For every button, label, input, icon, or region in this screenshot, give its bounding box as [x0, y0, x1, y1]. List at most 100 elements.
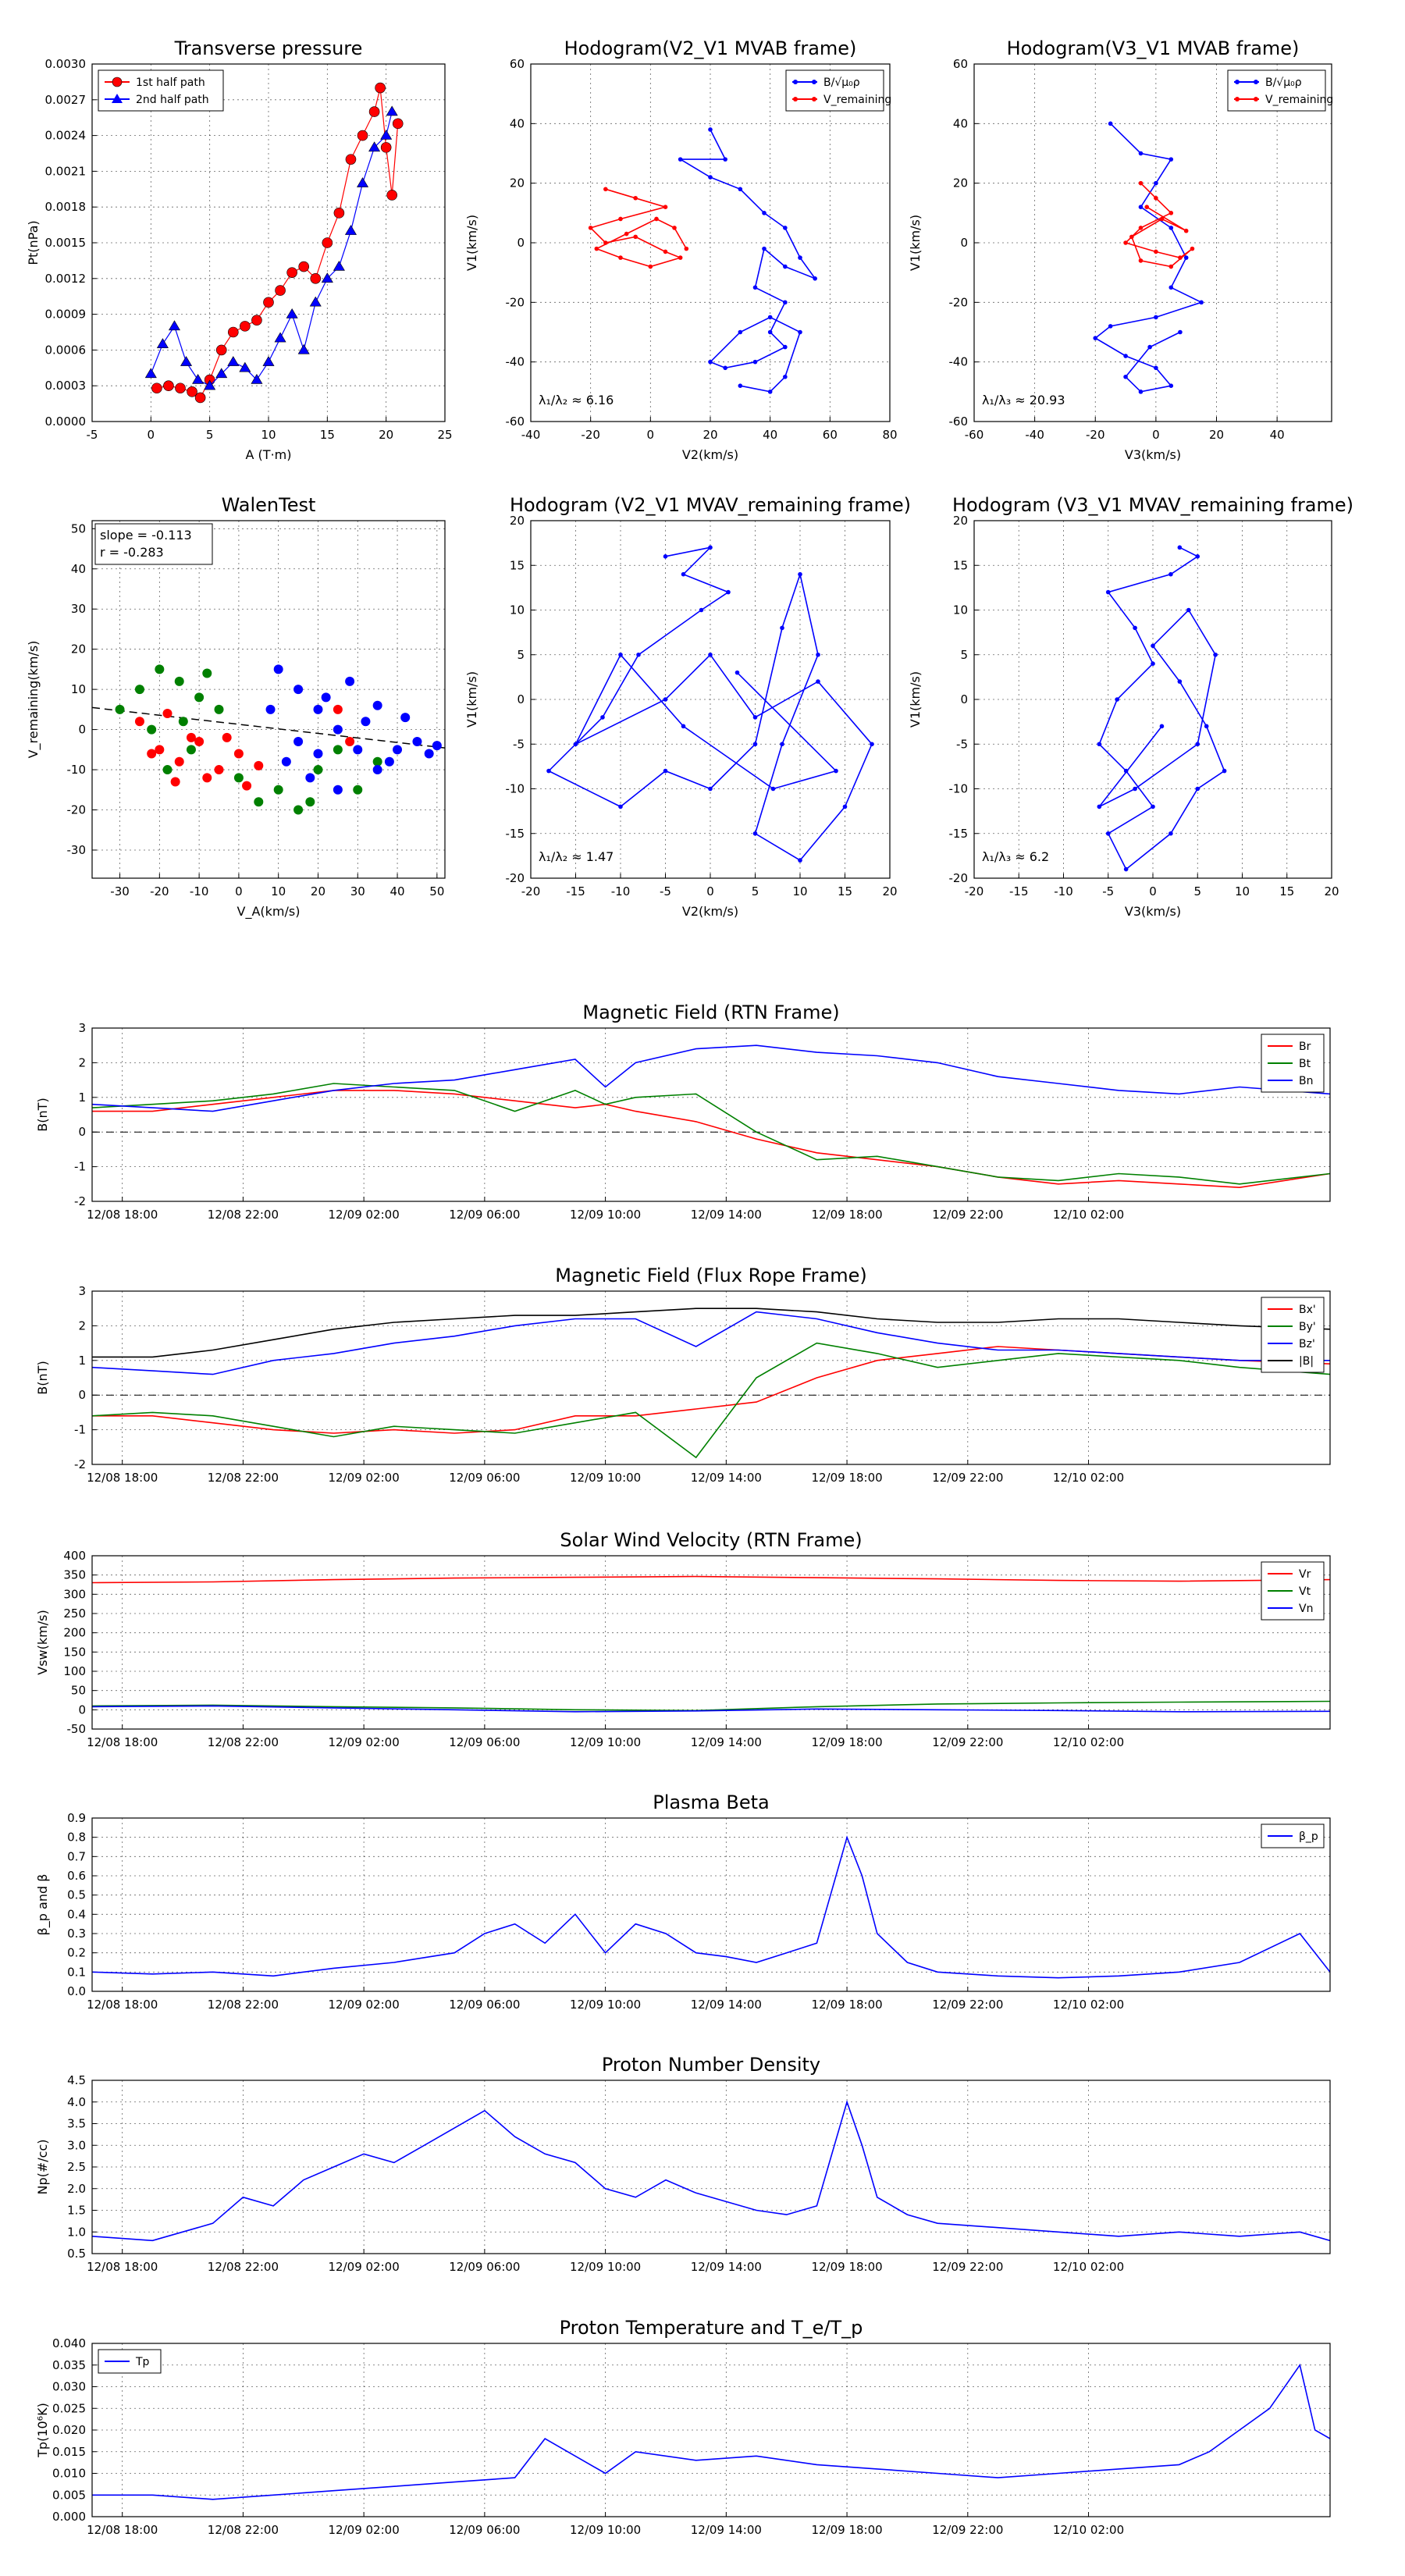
data-point-triangle	[204, 379, 216, 390]
x-tick-label: 12/09 02:00	[329, 2260, 400, 2274]
y-tick-label: 20	[953, 514, 968, 528]
data-point	[767, 329, 773, 335]
chart-walen_test: WalenTest -30 -20 -10 0 10 20 30 40 50 -30 -20 -10 0 1…	[26, 494, 446, 920]
x-tick-label: 20	[379, 428, 393, 442]
series-line-v-remaining	[589, 188, 687, 268]
legend-marker	[112, 76, 123, 87]
x-tick-label: 20	[882, 884, 897, 898]
data-point	[1183, 255, 1189, 260]
y-tick-label: 2.0	[67, 2182, 86, 2196]
data-point	[1177, 679, 1183, 684]
legend-label: B/√μ₀ρ	[1265, 76, 1302, 89]
y-tick-label: 0.1	[67, 1965, 86, 1979]
y-tick-label: 3.0	[67, 2138, 86, 2152]
x-tick-label: 12/09 10:00	[570, 2523, 641, 2537]
data-point	[400, 713, 411, 723]
data-point	[618, 804, 623, 809]
x-axis-label: V2(km/s)	[682, 904, 738, 919]
series-group	[1097, 545, 1227, 872]
chart-sw_velocity: Solar Wind Velocity (RTN Frame) 12/08 18:…	[35, 1529, 1331, 1749]
data-point	[1168, 264, 1174, 269]
data-point	[281, 756, 291, 767]
data-point	[233, 749, 244, 759]
series-line-bt	[92, 1083, 1330, 1185]
x-tick-label: -5	[660, 884, 671, 898]
data-point	[386, 190, 398, 201]
chart-title: Proton Temperature and T_e/T_p	[560, 2317, 863, 2339]
x-tick-label: 12/09 22:00	[932, 1208, 1003, 1222]
x-tick-label: -10	[611, 884, 631, 898]
y-tick-label: 3	[78, 1021, 86, 1035]
data-point	[780, 625, 784, 631]
series-group	[92, 1575, 1330, 1713]
data-point	[663, 768, 668, 774]
y-tick-label: 0.4	[67, 1907, 86, 1921]
x-tick-label: 15	[1279, 884, 1294, 898]
x-tick-label: -20	[150, 884, 169, 898]
chart-hodogram_v2v1_mvab: Hodogram(V2_V1 MVAB frame) -40 -20 0 20 40 60 8…	[464, 37, 898, 462]
series-line-by-	[92, 1342, 1330, 1459]
data-point-triangle	[309, 296, 322, 307]
annotation-text: slope = -0.113	[100, 528, 192, 543]
x-tick-label: 12/10 02:00	[1053, 1471, 1124, 1485]
y-tick-label: -2	[74, 1457, 86, 1471]
x-tick-label: 12/09 10:00	[570, 1998, 641, 2012]
x-tick-label: -15	[566, 884, 585, 898]
data-point	[681, 571, 686, 577]
data-point	[1168, 157, 1174, 162]
data-point	[380, 142, 392, 153]
x-tick-label: -30	[110, 884, 130, 898]
y-tick-label: 350	[63, 1568, 86, 1582]
chart-title: Solar Wind Velocity (RTN Frame)	[560, 1529, 862, 1551]
data-point	[603, 240, 608, 245]
y-tick-label: 0.0000	[45, 415, 87, 429]
series-line-np	[92, 2100, 1330, 2242]
x-tick-label: 12/09 18:00	[811, 1735, 882, 1749]
x-tick-label: 5	[752, 884, 759, 898]
data-point	[1151, 804, 1155, 809]
series-line-vt	[92, 1700, 1330, 1712]
x-tick-label: 12/09 06:00	[449, 1471, 520, 1485]
data-point	[1138, 226, 1144, 230]
y-tick-label: 4.0	[67, 2095, 86, 2109]
data-point	[813, 276, 817, 281]
series-line-2nd-half-path	[150, 111, 393, 386]
eigenvalue-ratio-annotation: λ₁/λ₂ ≈ 1.47	[539, 849, 614, 864]
y-tick-label: 0.7	[67, 1849, 86, 1863]
data-point	[663, 554, 668, 559]
data-point	[313, 765, 323, 775]
x-tick-label: 0	[706, 884, 714, 898]
data-point	[636, 652, 641, 657]
y-tick-label: 40	[953, 116, 968, 130]
data-point	[1154, 195, 1158, 201]
data-point	[322, 237, 333, 248]
data-point	[345, 737, 355, 747]
y-tick-label: 0.2	[67, 1946, 86, 1960]
data-point	[1195, 786, 1200, 792]
series-line-br	[92, 1090, 1330, 1189]
data-point	[214, 704, 224, 714]
y-tick-label: 3.5	[67, 2117, 86, 2131]
series-line-vr	[92, 1575, 1330, 1584]
eigenvalue-ratio-annotation: λ₁/λ₃ ≈ 6.2	[982, 849, 1049, 864]
legend-label: Vt	[1299, 1585, 1311, 1598]
y-tick-label: -20	[949, 871, 969, 885]
data-point	[663, 249, 668, 254]
data-point	[254, 760, 264, 770]
y-tick-label: 0.0027	[45, 93, 87, 107]
x-tick-label: 12/09 06:00	[449, 1735, 520, 1749]
legend: B/√μ₀ρ V_remaining	[1227, 69, 1333, 112]
x-tick-label: 5	[206, 428, 214, 442]
data-point	[1105, 831, 1111, 836]
data-point	[233, 773, 244, 783]
y-axis-label: B(nT)	[35, 1361, 50, 1394]
y-tick-label: 0.9	[67, 1811, 86, 1825]
plot-frame	[91, 2080, 1331, 2254]
data-point	[708, 545, 713, 550]
legend-label: Bn	[1299, 1075, 1313, 1087]
y-axis-label: V1(km/s)	[908, 671, 923, 728]
data-point	[1177, 545, 1183, 550]
data-point	[834, 768, 838, 774]
data-point	[372, 765, 382, 775]
data-point	[345, 154, 357, 165]
